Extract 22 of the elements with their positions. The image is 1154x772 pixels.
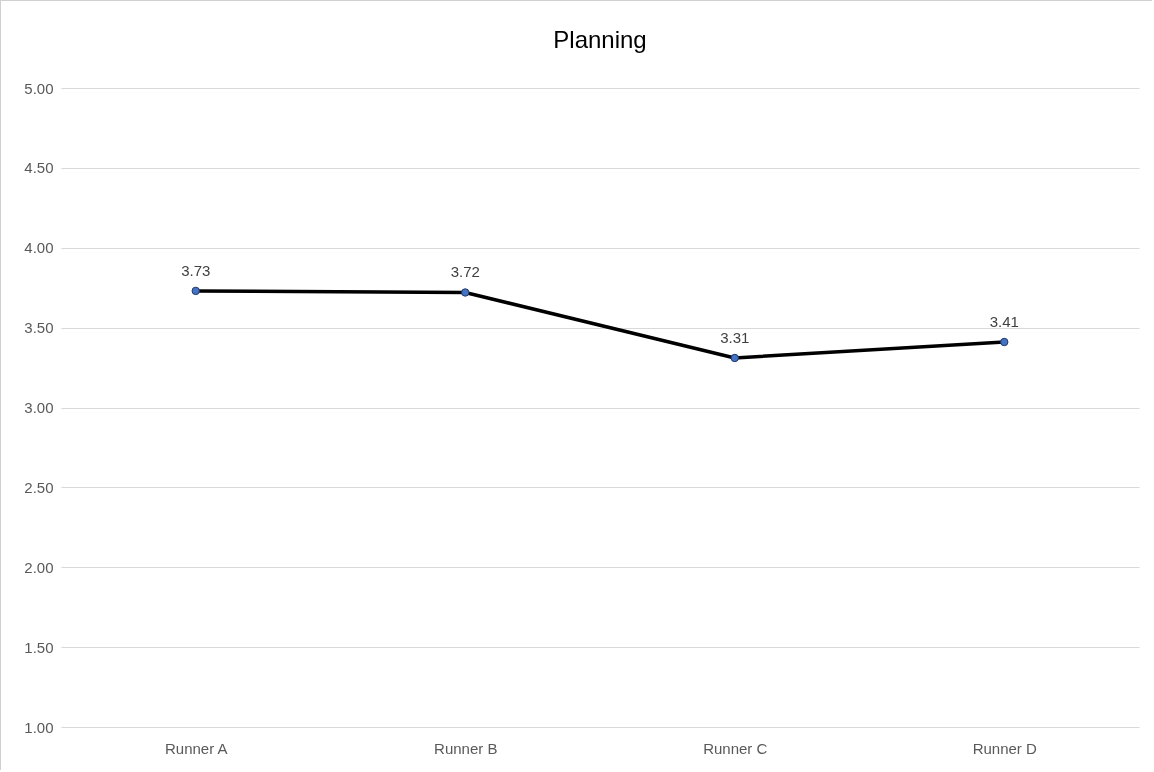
x-tick-label: Runner B	[434, 739, 498, 757]
y-tick-label: 5.00	[24, 79, 54, 97]
chart-title: Planning	[553, 26, 647, 53]
data-label: 3.72	[450, 263, 480, 281]
y-tick-label: 1.50	[24, 638, 54, 656]
x-tick-label: Runner C	[703, 739, 768, 757]
x-tick-label: Runner A	[164, 739, 228, 757]
y-tick-label: 3.00	[24, 399, 54, 416]
data-label: 3.73	[181, 261, 211, 279]
y-tick-label: 3.50	[24, 319, 54, 337]
x-tick-label: Runner D	[972, 739, 1038, 757]
data-label: 3.41	[989, 313, 1019, 330]
y-tick-label: 4.50	[24, 159, 54, 177]
data-label: 3.31	[720, 328, 750, 346]
y-tick-label: 1.00	[24, 718, 54, 736]
y-tick-label: 4.00	[24, 239, 54, 257]
y-tick-label: 2.00	[24, 558, 54, 576]
point	[1000, 337, 1009, 347]
point	[461, 288, 470, 297]
point	[730, 353, 739, 363]
point	[191, 286, 200, 296]
y-tick-label: 2.50	[24, 478, 54, 496]
